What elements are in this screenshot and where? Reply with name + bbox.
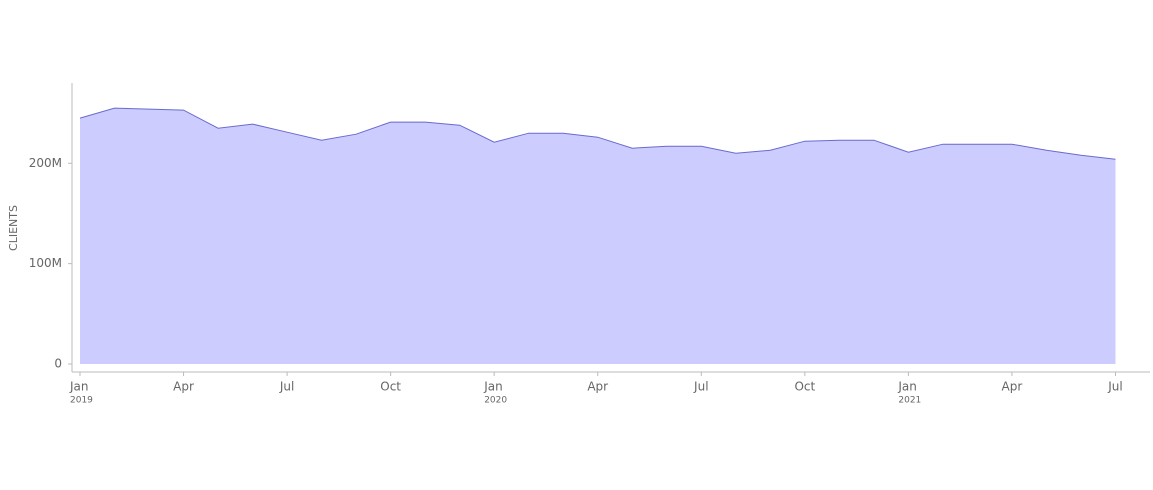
x-tick-label: Jan (69, 380, 89, 394)
x-tick-year: 2019 (70, 396, 93, 406)
x-tick-label: Apr (587, 380, 608, 394)
line (79, 107, 1116, 160)
y-tick-label: 200M (29, 156, 62, 170)
x-tick-year: 2020 (484, 396, 507, 406)
x-tick-label: Jul (1107, 380, 1122, 394)
x-tick-label: Apr (173, 380, 194, 394)
x-tick-label: Jul (693, 380, 708, 394)
y-tick-label: 0 (54, 357, 62, 371)
y-axis-label: CLIENTS (7, 205, 20, 251)
x-tick-label: Jan (483, 380, 503, 394)
x-tick-label: Jul (279, 380, 294, 394)
x-tick-label: Oct (380, 380, 401, 394)
x-tick-label: Jan (897, 380, 917, 394)
y-tick-label: 100M (29, 256, 62, 270)
x-tick-year: 2021 (898, 396, 921, 406)
area (80, 108, 1116, 364)
x-tick-label: Apr (1002, 380, 1023, 394)
x-tick-label: Oct (794, 380, 815, 394)
